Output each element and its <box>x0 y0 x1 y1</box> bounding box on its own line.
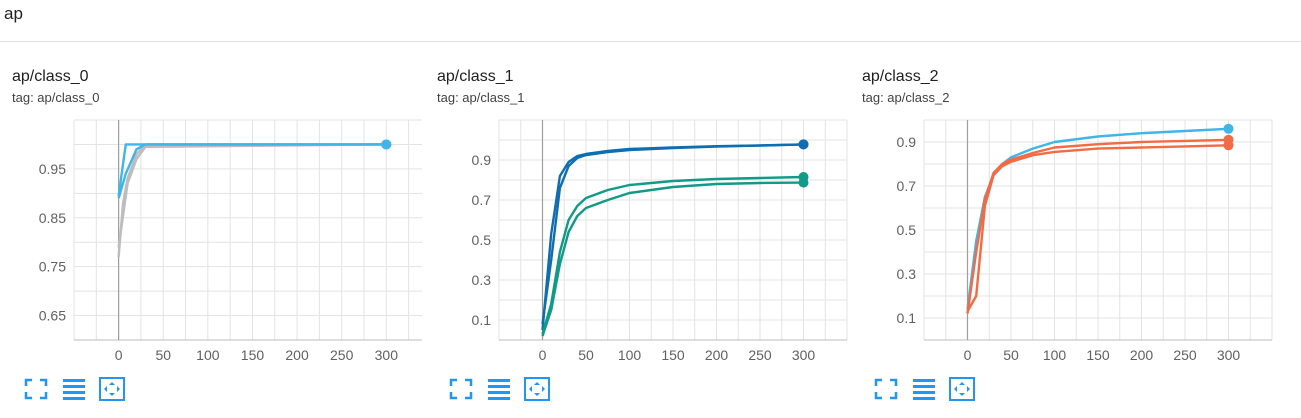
card-tag: tag: ap/class_0 <box>12 90 100 105</box>
chart-card-class-2: ap/class_2 tag: ap/class_2 0 50 100 150 200 2… <box>862 66 1282 416</box>
card-tag: tag: ap/class_1 <box>437 90 525 105</box>
x-tick-label: 100 <box>196 347 220 363</box>
card-title: ap/class_0 <box>12 68 89 85</box>
x-tick-label: 300 <box>1217 347 1241 363</box>
y-tick-label: 0.9 <box>897 134 917 150</box>
x-tick-label: 200 <box>705 347 729 363</box>
x-tick-label: 200 <box>1130 347 1154 363</box>
y-tick-label: 0.65 <box>39 308 66 324</box>
y-tick-label: 0.75 <box>39 259 66 275</box>
series-line <box>966 144 1229 312</box>
y-tick-label: 0.7 <box>897 178 917 194</box>
series-end-point <box>381 139 392 150</box>
x-tick-label: 250 <box>748 347 772 363</box>
x-tick-label: 50 <box>155 347 171 363</box>
toggle-y-log-icon[interactable] <box>910 376 938 402</box>
x-tick-label: 300 <box>792 347 816 363</box>
y-tick-label: 0.3 <box>472 272 492 288</box>
group-title: ap <box>4 4 23 23</box>
chart-card-class-0: ap/class_0 tag: ap/class_0 0 50 100 150 200 2… <box>12 66 432 416</box>
x-tick-label: 0 <box>115 347 123 363</box>
x-tick-label: 150 <box>241 347 265 363</box>
y-tick-label: 0.1 <box>472 312 492 328</box>
line-chart[interactable]: 0 50 100 150 200 250 300 0.65 0.75 0.85 0.95 <box>12 116 432 376</box>
x-tick-label: 0 <box>964 347 972 363</box>
series-line <box>966 138 1229 314</box>
series-end-point <box>798 139 809 150</box>
series-end-point <box>1223 123 1234 134</box>
x-tick-label: 300 <box>375 347 399 363</box>
card-title: ap/class_2 <box>862 68 939 85</box>
x-tick-label: 0 <box>539 347 547 363</box>
x-tick-label: 100 <box>618 347 642 363</box>
y-tick-label: 0.9 <box>472 152 492 168</box>
series-line <box>541 181 804 337</box>
fullscreen-icon[interactable] <box>872 376 900 402</box>
x-tick-label: 250 <box>1173 347 1197 363</box>
y-tick-label: 0.7 <box>472 192 492 208</box>
y-tick-label: 0.85 <box>39 210 66 226</box>
fit-domain-icon[interactable] <box>948 376 976 402</box>
series-end-point <box>798 177 809 188</box>
fit-domain-icon[interactable] <box>523 376 551 402</box>
fit-domain-icon[interactable] <box>98 376 126 402</box>
series-line <box>541 175 804 335</box>
y-tick-label: 0.1 <box>897 310 917 326</box>
fullscreen-icon[interactable] <box>447 376 475 402</box>
series-line <box>117 143 387 196</box>
series-line <box>541 143 804 325</box>
card-title: ap/class_1 <box>437 68 514 85</box>
group-header: ap <box>0 0 1301 42</box>
series-end-point <box>1223 134 1234 145</box>
line-chart[interactable]: 0 50 100 150 200 250 300 0.1 0.3 0.5 0.7 0.9 <box>437 116 857 376</box>
toggle-y-log-icon[interactable] <box>60 376 88 402</box>
x-tick-label: 200 <box>285 347 309 363</box>
card-tag: tag: ap/class_2 <box>862 90 950 105</box>
x-tick-label: 250 <box>330 347 354 363</box>
fullscreen-icon[interactable] <box>22 376 50 402</box>
toggle-y-log-icon[interactable] <box>485 376 513 402</box>
chart-card-class-1: ap/class_1 tag: ap/class_1 0 50 100 150 200 2… <box>437 66 857 416</box>
grid <box>73 119 422 341</box>
x-tick-label: 50 <box>578 347 594 363</box>
y-tick-label: 0.3 <box>897 266 917 282</box>
y-tick-label: 0.95 <box>39 161 66 177</box>
x-tick-label: 150 <box>1086 347 1110 363</box>
x-tick-label: 150 <box>661 347 685 363</box>
y-tick-label: 0.5 <box>897 222 917 238</box>
x-tick-label: 50 <box>1003 347 1019 363</box>
series-line <box>117 143 387 248</box>
grid <box>923 119 1273 341</box>
x-tick-label: 100 <box>1043 347 1067 363</box>
line-chart[interactable]: 0 50 100 150 200 250 300 0.1 0.3 0.5 0.7 0.9 <box>862 116 1282 376</box>
y-tick-label: 0.5 <box>472 232 492 248</box>
